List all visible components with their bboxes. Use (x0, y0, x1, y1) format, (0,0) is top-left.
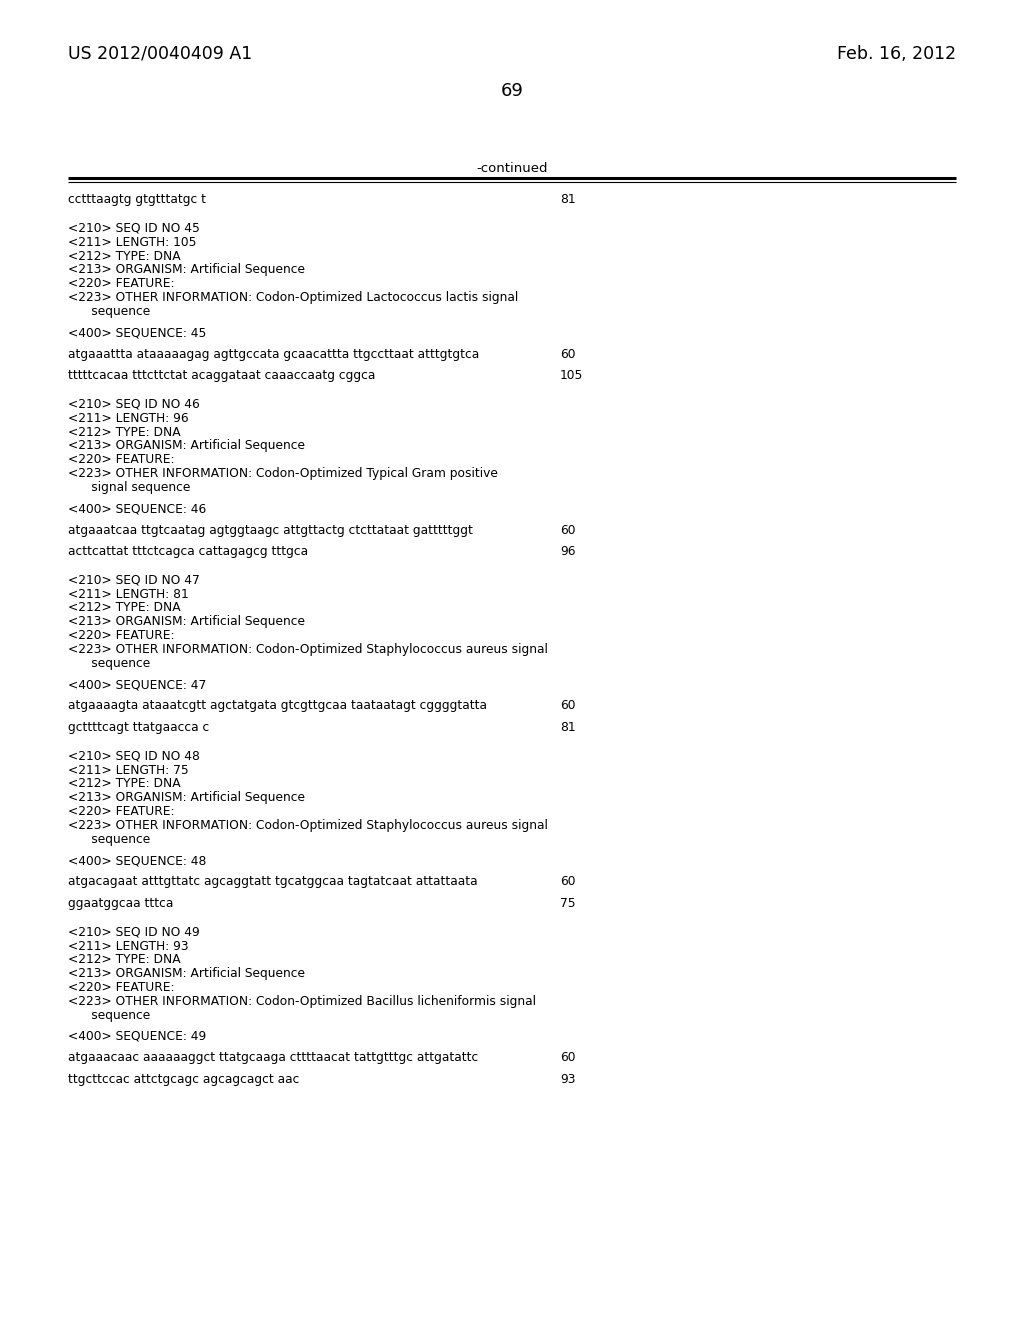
Text: 60: 60 (560, 524, 575, 536)
Text: sequence: sequence (68, 1008, 151, 1022)
Text: ttgcttccac attctgcagc agcagcagct aac: ttgcttccac attctgcagc agcagcagct aac (68, 1073, 299, 1086)
Text: signal sequence: signal sequence (68, 480, 190, 494)
Text: <211> LENGTH: 105: <211> LENGTH: 105 (68, 236, 197, 248)
Text: <210> SEQ ID NO 48: <210> SEQ ID NO 48 (68, 750, 200, 763)
Text: <210> SEQ ID NO 46: <210> SEQ ID NO 46 (68, 397, 200, 411)
Text: <210> SEQ ID NO 45: <210> SEQ ID NO 45 (68, 222, 200, 235)
Text: <211> LENGTH: 75: <211> LENGTH: 75 (68, 764, 188, 776)
Text: 75: 75 (560, 896, 575, 909)
Text: acttcattat tttctcagca cattagagcg tttgca: acttcattat tttctcagca cattagagcg tttgca (68, 545, 308, 558)
Text: -continued: -continued (476, 162, 548, 176)
Text: 96: 96 (560, 545, 575, 558)
Text: atgaaaagta ataaatcgtt agctatgata gtcgttgcaa taataatagt cggggtatta: atgaaaagta ataaatcgtt agctatgata gtcgttg… (68, 700, 487, 713)
Text: <400> SEQUENCE: 48: <400> SEQUENCE: 48 (68, 854, 207, 867)
Text: atgaaattta ataaaaagag agttgccata gcaacattta ttgccttaat atttgtgtca: atgaaattta ataaaaagag agttgccata gcaacat… (68, 347, 479, 360)
Text: <223> OTHER INFORMATION: Codon-Optimized Bacillus licheniformis signal: <223> OTHER INFORMATION: Codon-Optimized… (68, 995, 536, 1007)
Text: tttttcacaa tttcttctat acaggataat caaaccaatg cggca: tttttcacaa tttcttctat acaggataat caaacca… (68, 370, 376, 381)
Text: <211> LENGTH: 93: <211> LENGTH: 93 (68, 940, 188, 953)
Text: <212> TYPE: DNA: <212> TYPE: DNA (68, 953, 180, 966)
Text: 81: 81 (560, 193, 575, 206)
Text: <220> FEATURE:: <220> FEATURE: (68, 277, 174, 290)
Text: <400> SEQUENCE: 47: <400> SEQUENCE: 47 (68, 678, 206, 692)
Text: Feb. 16, 2012: Feb. 16, 2012 (837, 45, 956, 63)
Text: sequence: sequence (68, 833, 151, 846)
Text: <212> TYPE: DNA: <212> TYPE: DNA (68, 777, 180, 791)
Text: <220> FEATURE:: <220> FEATURE: (68, 805, 174, 818)
Text: <212> TYPE: DNA: <212> TYPE: DNA (68, 425, 180, 438)
Text: sequence: sequence (68, 305, 151, 318)
Text: ggaatggcaa tttca: ggaatggcaa tttca (68, 896, 173, 909)
Text: <213> ORGANISM: Artificial Sequence: <213> ORGANISM: Artificial Sequence (68, 264, 305, 276)
Text: sequence: sequence (68, 656, 151, 669)
Text: 60: 60 (560, 347, 575, 360)
Text: atgacagaat atttgttatc agcaggtatt tgcatggcaa tagtatcaat attattaata: atgacagaat atttgttatc agcaggtatt tgcatgg… (68, 875, 477, 888)
Text: <220> FEATURE:: <220> FEATURE: (68, 453, 174, 466)
Text: <212> TYPE: DNA: <212> TYPE: DNA (68, 249, 180, 263)
Text: <220> FEATURE:: <220> FEATURE: (68, 981, 174, 994)
Text: cctttaagtg gtgtttatgc t: cctttaagtg gtgtttatgc t (68, 193, 206, 206)
Text: 60: 60 (560, 700, 575, 713)
Text: <400> SEQUENCE: 49: <400> SEQUENCE: 49 (68, 1030, 206, 1043)
Text: <211> LENGTH: 81: <211> LENGTH: 81 (68, 587, 188, 601)
Text: <223> OTHER INFORMATION: Codon-Optimized Staphylococcus aureus signal: <223> OTHER INFORMATION: Codon-Optimized… (68, 643, 548, 656)
Text: <211> LENGTH: 96: <211> LENGTH: 96 (68, 412, 188, 425)
Text: <223> OTHER INFORMATION: Codon-Optimized Lactococcus lactis signal: <223> OTHER INFORMATION: Codon-Optimized… (68, 290, 518, 304)
Text: US 2012/0040409 A1: US 2012/0040409 A1 (68, 45, 252, 63)
Text: <220> FEATURE:: <220> FEATURE: (68, 630, 174, 642)
Text: atgaaatcaa ttgtcaatag agtggtaagc attgttactg ctcttataat gatttttggt: atgaaatcaa ttgtcaatag agtggtaagc attgtta… (68, 524, 473, 536)
Text: 81: 81 (560, 721, 575, 734)
Text: <213> ORGANISM: Artificial Sequence: <213> ORGANISM: Artificial Sequence (68, 968, 305, 981)
Text: <213> ORGANISM: Artificial Sequence: <213> ORGANISM: Artificial Sequence (68, 440, 305, 453)
Text: 93: 93 (560, 1073, 575, 1086)
Text: <400> SEQUENCE: 45: <400> SEQUENCE: 45 (68, 326, 207, 339)
Text: <210> SEQ ID NO 47: <210> SEQ ID NO 47 (68, 574, 200, 587)
Text: 60: 60 (560, 1051, 575, 1064)
Text: <213> ORGANISM: Artificial Sequence: <213> ORGANISM: Artificial Sequence (68, 791, 305, 804)
Text: <223> OTHER INFORMATION: Codon-Optimized Staphylococcus aureus signal: <223> OTHER INFORMATION: Codon-Optimized… (68, 818, 548, 832)
Text: <213> ORGANISM: Artificial Sequence: <213> ORGANISM: Artificial Sequence (68, 615, 305, 628)
Text: 60: 60 (560, 875, 575, 888)
Text: <210> SEQ ID NO 49: <210> SEQ ID NO 49 (68, 925, 200, 939)
Text: atgaaacaac aaaaaaggct ttatgcaaga cttttaacat tattgtttgc attgatattc: atgaaacaac aaaaaaggct ttatgcaaga cttttaa… (68, 1051, 478, 1064)
Text: 105: 105 (560, 370, 584, 381)
Text: <400> SEQUENCE: 46: <400> SEQUENCE: 46 (68, 502, 206, 515)
Text: 69: 69 (501, 82, 523, 100)
Text: gcttttcagt ttatgaacca c: gcttttcagt ttatgaacca c (68, 721, 209, 734)
Text: <223> OTHER INFORMATION: Codon-Optimized Typical Gram positive: <223> OTHER INFORMATION: Codon-Optimized… (68, 467, 498, 480)
Text: <212> TYPE: DNA: <212> TYPE: DNA (68, 602, 180, 615)
